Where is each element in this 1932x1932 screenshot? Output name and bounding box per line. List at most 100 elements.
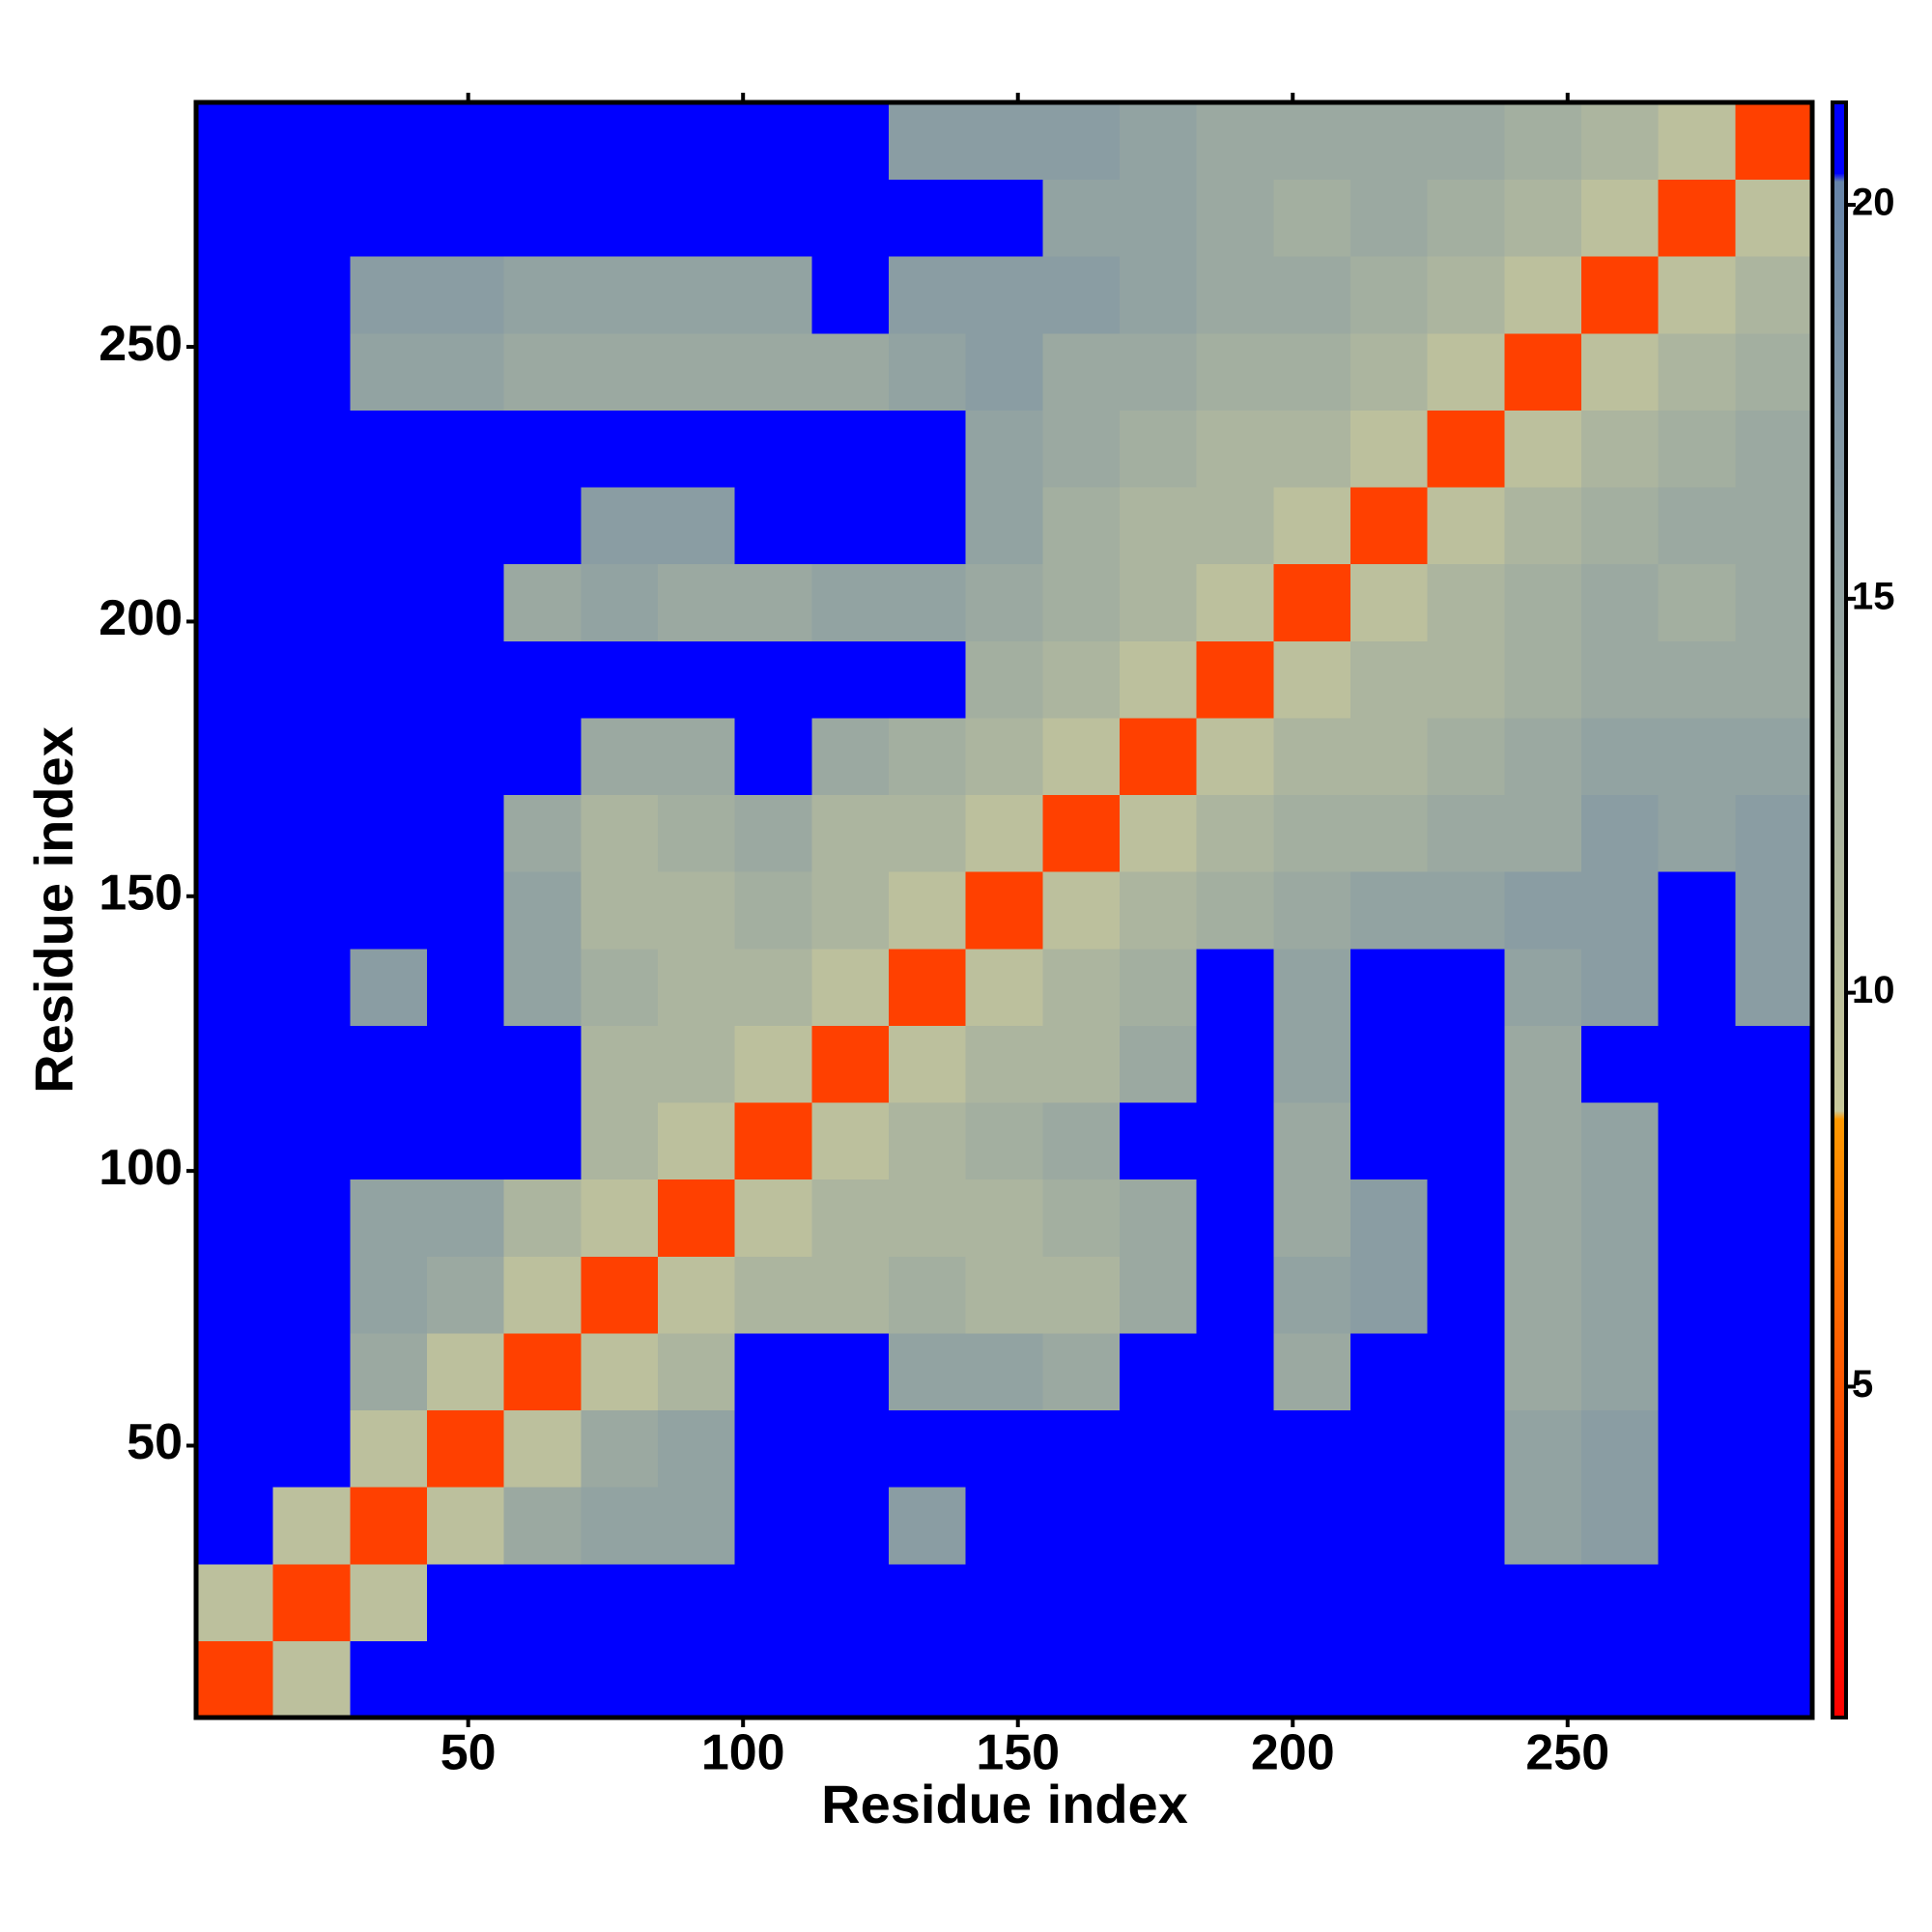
- heatmap-cell: [196, 1409, 274, 1488]
- heatmap-cell: [1120, 1409, 1198, 1488]
- heatmap-cells: [196, 102, 1813, 1719]
- heatmap-cell: [196, 256, 274, 334]
- colorbar-tick-label: 20: [1852, 182, 1895, 224]
- heatmap-cell: [1504, 717, 1582, 796]
- heatmap-cell: [1273, 1256, 1351, 1334]
- heatmap-cell: [503, 1563, 582, 1641]
- heatmap-cell: [1196, 948, 1274, 1026]
- heatmap-cell: [1504, 640, 1582, 719]
- colorbar-tick-label: 10: [1852, 969, 1895, 1011]
- x-tick-label: 150: [976, 1725, 1060, 1781]
- heatmap-cell: [503, 1179, 582, 1257]
- heatmap-cell: [1427, 563, 1505, 641]
- heatmap-cell: [658, 948, 736, 1026]
- heatmap-cell: [658, 1640, 736, 1719]
- heatmap-cell: [1273, 1409, 1351, 1488]
- heatmap-cell: [1273, 871, 1351, 950]
- heatmap-cell: [1427, 871, 1505, 950]
- heatmap-cell: [427, 1256, 505, 1334]
- heatmap-cell: [1196, 1179, 1274, 1257]
- heatmap-cell: [1042, 1025, 1121, 1103]
- heatmap-cell: [581, 717, 659, 796]
- heatmap-cell: [1581, 1487, 1660, 1565]
- colorbar-tick-label: 5: [1852, 1363, 1873, 1406]
- heatmap-cell: [734, 1487, 812, 1565]
- heatmap-cell: [1504, 1102, 1582, 1180]
- heatmap-cell: [811, 332, 890, 411]
- heatmap-cell: [196, 1487, 274, 1565]
- heatmap-cell: [1120, 179, 1198, 257]
- heatmap-cell: [1273, 102, 1351, 181]
- heatmap-cell: [1581, 179, 1660, 257]
- heatmap-cell: [658, 487, 736, 565]
- heatmap-cell: [965, 717, 1043, 796]
- heatmap-cell: [734, 1332, 812, 1411]
- heatmap-cell: [1273, 1102, 1351, 1180]
- heatmap-cell: [965, 871, 1043, 950]
- heatmap-cell: [1581, 1332, 1660, 1411]
- heatmap-cell: [734, 256, 812, 334]
- heatmap-cell: [1120, 1487, 1198, 1565]
- heatmap-cell: [1273, 256, 1351, 334]
- heatmap-cell: [1350, 1640, 1429, 1719]
- heatmap-cell: [1658, 1409, 1736, 1488]
- heatmap-cell: [1581, 1409, 1660, 1488]
- heatmap-cell: [734, 487, 812, 565]
- heatmap-cell: [1350, 871, 1429, 950]
- heatmap-cell: [1581, 332, 1660, 411]
- heatmap-cell: [658, 256, 736, 334]
- heatmap-cell: [350, 563, 428, 641]
- heatmap-cell: [196, 563, 274, 641]
- heatmap-cell: [811, 717, 890, 796]
- heatmap-cell: [1196, 410, 1274, 488]
- plot-frame: [193, 99, 1815, 1720]
- heatmap-cell: [272, 1409, 351, 1488]
- heatmap-cell: [1735, 1025, 1813, 1103]
- heatmap-cell: [658, 717, 736, 796]
- heatmap-cell: [350, 1640, 428, 1719]
- heatmap-cell: [196, 410, 274, 488]
- heatmap-cell: [811, 102, 890, 181]
- x-axis-title: Residue index: [821, 1774, 1188, 1834]
- heatmap-cell: [1427, 256, 1505, 334]
- heatmap-cell: [734, 640, 812, 719]
- y-tick-label: 250: [99, 316, 183, 372]
- heatmap-cell: [503, 871, 582, 950]
- heatmap-cell: [1735, 102, 1813, 181]
- heatmap-cell: [734, 179, 812, 257]
- colorbar-segment: [1833, 1110, 1846, 1120]
- heatmap-cell: [734, 1640, 812, 1719]
- heatmap-cell: [427, 1563, 505, 1641]
- heatmap-cell: [1196, 1102, 1274, 1180]
- heatmap-cell: [350, 102, 428, 181]
- heatmap-cell: [503, 717, 582, 796]
- heatmap-cell: [965, 1102, 1043, 1180]
- heatmap-cell: [1427, 948, 1505, 1026]
- heatmap-cell: [1504, 1640, 1582, 1719]
- heatmap-cell: [196, 794, 274, 872]
- heatmap-cell: [581, 179, 659, 257]
- heatmap-cell: [1658, 640, 1736, 719]
- heatmap-cell: [1120, 1179, 1198, 1257]
- heatmap-cell: [1581, 102, 1660, 181]
- heatmap-cell: [965, 332, 1043, 411]
- heatmap-cell: [1273, 794, 1351, 872]
- heatmap-cell: [196, 1640, 274, 1719]
- heatmap-cell: [1427, 1332, 1505, 1411]
- heatmap-cell: [1042, 1487, 1121, 1565]
- heatmap-cell: [1120, 563, 1198, 641]
- heatmap-cell: [427, 332, 505, 411]
- heatmap-cell: [1350, 1102, 1429, 1180]
- heatmap-cell: [1120, 1640, 1198, 1719]
- heatmap-cell: [272, 1179, 351, 1257]
- heatmap-cell: [1735, 179, 1813, 257]
- heatmap-cell: [503, 1025, 582, 1103]
- heatmap-cell: [581, 1487, 659, 1565]
- heatmap-cell: [1427, 332, 1505, 411]
- heatmap-cell: [1658, 948, 1736, 1026]
- heatmap-cell: [1042, 487, 1121, 565]
- heatmap-cell: [350, 179, 428, 257]
- heatmap-cell: [1427, 487, 1505, 565]
- heatmap-cell: [1273, 717, 1351, 796]
- heatmap-cell: [965, 640, 1043, 719]
